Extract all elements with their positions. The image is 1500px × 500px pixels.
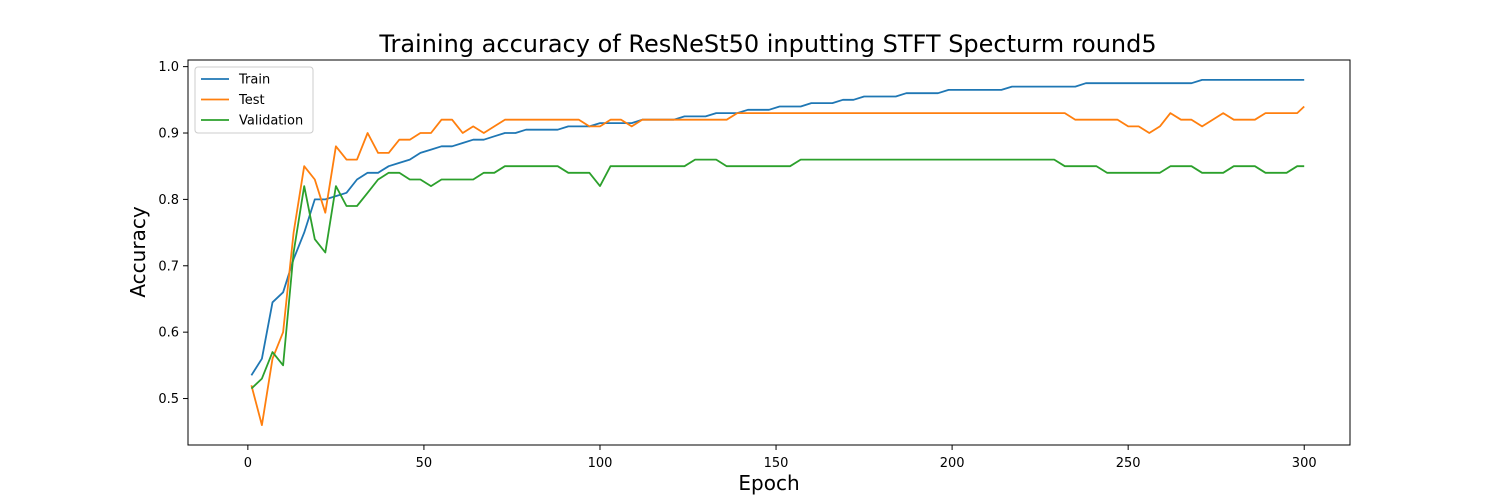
x-tick-label: 150	[764, 456, 789, 471]
series-line-train	[250, 79, 1305, 376]
axes-frame	[187, 59, 1351, 446]
y-tick-label: 0.8	[158, 193, 179, 208]
series-line-test	[250, 105, 1305, 427]
chart-title: Training accuracy of ResNeSt50 inputting…	[378, 30, 1156, 58]
legend-box	[194, 66, 314, 134]
x-tick-label: 300	[1292, 456, 1317, 471]
x-tick-label: 0	[244, 456, 252, 471]
series-line-validation	[250, 158, 1305, 390]
y-tick-label: 0.9	[158, 127, 179, 142]
x-axis-label: Epoch	[738, 471, 799, 495]
y-axis: 0.5 0.6 0.7 0.8 0.9 1.0	[158, 60, 188, 407]
y-tick-label: 1.0	[158, 60, 179, 75]
y-tick-label: 0.5	[158, 392, 179, 407]
plot-area	[187, 59, 1351, 446]
x-tick-label: 100	[588, 456, 613, 471]
x-tick-label: 200	[940, 456, 965, 471]
y-tick-label: 0.6	[158, 326, 179, 341]
series-group	[250, 79, 1305, 427]
legend-label-test: Test	[238, 93, 265, 108]
x-tick-label: 250	[1116, 456, 1141, 471]
y-tick-label: 0.7	[158, 259, 179, 274]
legend-label-validation: Validation	[239, 114, 303, 129]
x-tick-label: 50	[416, 456, 433, 471]
y-axis-label: Accuracy	[126, 206, 150, 297]
legend: Train Test Validation	[194, 66, 314, 134]
legend-label-train: Train	[238, 73, 270, 88]
x-axis: 0 50 100 150 200 250 300	[244, 445, 1317, 471]
